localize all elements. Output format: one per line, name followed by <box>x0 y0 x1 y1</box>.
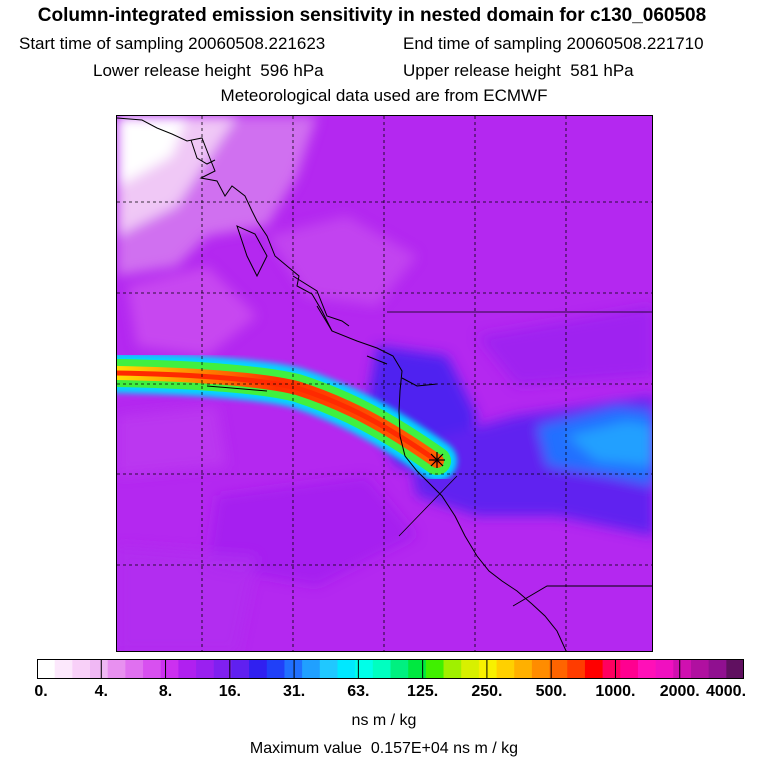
max-value: 0.157E+04 <box>370 740 449 757</box>
colorbar-svg <box>36 659 745 679</box>
colorbar-segment <box>337 659 356 679</box>
colorbar-units: ns m / kg <box>351 712 417 729</box>
colorbar-segment <box>461 659 480 679</box>
colorbar-segment <box>478 659 498 679</box>
colorbar-segment <box>231 659 250 679</box>
colorbar-segment <box>37 659 56 679</box>
colorbar-tick-label: 1000. <box>595 683 636 700</box>
colorbar-segment <box>514 659 533 679</box>
lower-release-value: 596 hPa <box>260 61 324 80</box>
colorbar-segment <box>390 659 409 679</box>
colorbar-segment <box>620 659 639 679</box>
upper-release-value: 581 hPa <box>570 61 634 80</box>
max-label: Maximum value <box>249 740 362 757</box>
end-time-label: End time of sampling <box>403 34 562 53</box>
sensitivity-map <box>116 115 653 652</box>
lower-release-row: Lower release height 596 hPa <box>93 61 324 81</box>
colorbar-segment <box>213 659 232 679</box>
colorbar-segment <box>408 659 427 679</box>
colorbar-tick-label: 4000. <box>705 683 747 700</box>
start-time-value: 20060508.221623 <box>188 34 326 53</box>
colorbar-segment <box>496 659 515 679</box>
maximum-value-line: Maximum value 0.157E+04 ns m / kg <box>0 740 768 758</box>
colorbar-segment <box>284 659 303 679</box>
plume <box>117 353 457 481</box>
release-point-marker <box>429 452 445 468</box>
end-time-value: 20060508.221710 <box>566 34 704 53</box>
colorbar-segment <box>708 659 727 679</box>
start-time-row: Start time of sampling 20060508.221623 <box>19 34 325 54</box>
colorbar-segment <box>673 659 692 679</box>
colorbar-segment <box>637 659 657 679</box>
colorbar-segment <box>567 659 586 679</box>
colorbar-border <box>37 659 744 679</box>
colorbar-segment <box>90 659 109 679</box>
end-time-row: End time of sampling 20060508.221710 <box>403 34 704 54</box>
max-units: ns m / kg <box>453 740 519 757</box>
colorbar-segment <box>160 659 179 679</box>
upper-release-label: Upper release height <box>403 61 561 80</box>
colorbar-tick-label: 16. <box>218 683 241 700</box>
start-time-label: Start time of sampling <box>19 34 184 53</box>
colorbar-segment <box>266 659 285 679</box>
colorbar-segment <box>107 659 126 679</box>
colorbar-segment <box>302 659 321 679</box>
colorbar-tick-label: 2000. <box>659 683 700 700</box>
colorbar-tick-label: 31. <box>282 683 306 700</box>
colorbar-segment <box>655 659 674 679</box>
colorbar-tick-label: 63. <box>347 683 370 700</box>
colorbar-segment <box>178 659 197 679</box>
colorbar-segment <box>531 659 551 679</box>
coastline <box>117 117 652 651</box>
border-lines <box>387 311 652 537</box>
lower-release-label: Lower release height <box>93 61 251 80</box>
colorbar-segment <box>196 659 215 679</box>
colorbar-segment <box>54 659 73 679</box>
colorbar-tick-label: 250. <box>471 683 503 700</box>
colorbar-tick-label: 125. <box>407 683 439 700</box>
colorbar-segment <box>249 659 268 679</box>
colorbar-tick-label: 0. <box>34 683 48 700</box>
colorbar-segment <box>443 659 462 679</box>
colorbar-tick-label: 8. <box>158 683 173 700</box>
colorbar-segment <box>72 659 91 679</box>
colorbar-segment <box>372 659 391 679</box>
met-data-line: Meteorological data used are from ECMWF <box>220 86 548 105</box>
colorbar-segment <box>355 659 374 679</box>
colorbar <box>36 659 745 679</box>
map-svg <box>117 116 652 651</box>
colorbar-segment <box>726 659 745 679</box>
colorbar-segment <box>602 659 621 679</box>
colorbar-segment <box>143 659 162 679</box>
colorbar-segment <box>319 659 338 679</box>
upper-release-row: Upper release height 581 hPa <box>403 61 634 81</box>
colorbar-segment <box>549 659 568 679</box>
colorbar-tick-label: 500. <box>535 683 567 700</box>
chart-title: Column-integrated emission sensitivity i… <box>37 5 707 26</box>
colorbar-segment <box>425 659 445 679</box>
colorbar-tick-label: 4. <box>94 683 108 700</box>
colorbar-segment <box>125 659 144 679</box>
colorbar-segment <box>690 659 710 679</box>
colorbar-segment <box>584 659 604 679</box>
